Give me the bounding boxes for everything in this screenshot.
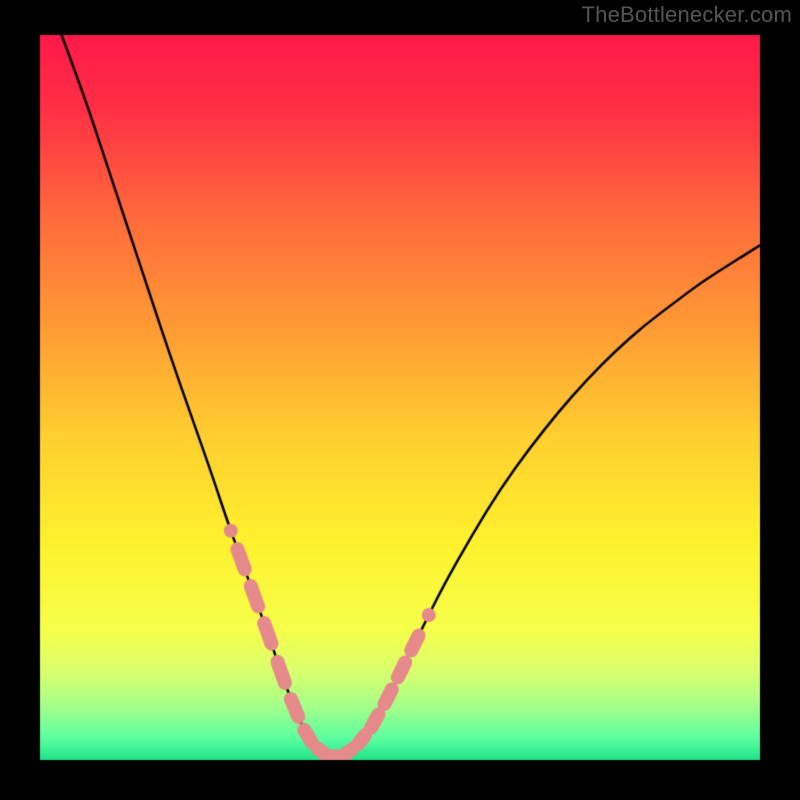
chart-container: TheBottlenecker.com — [0, 0, 800, 800]
bottleneck-curve-chart — [0, 0, 800, 800]
